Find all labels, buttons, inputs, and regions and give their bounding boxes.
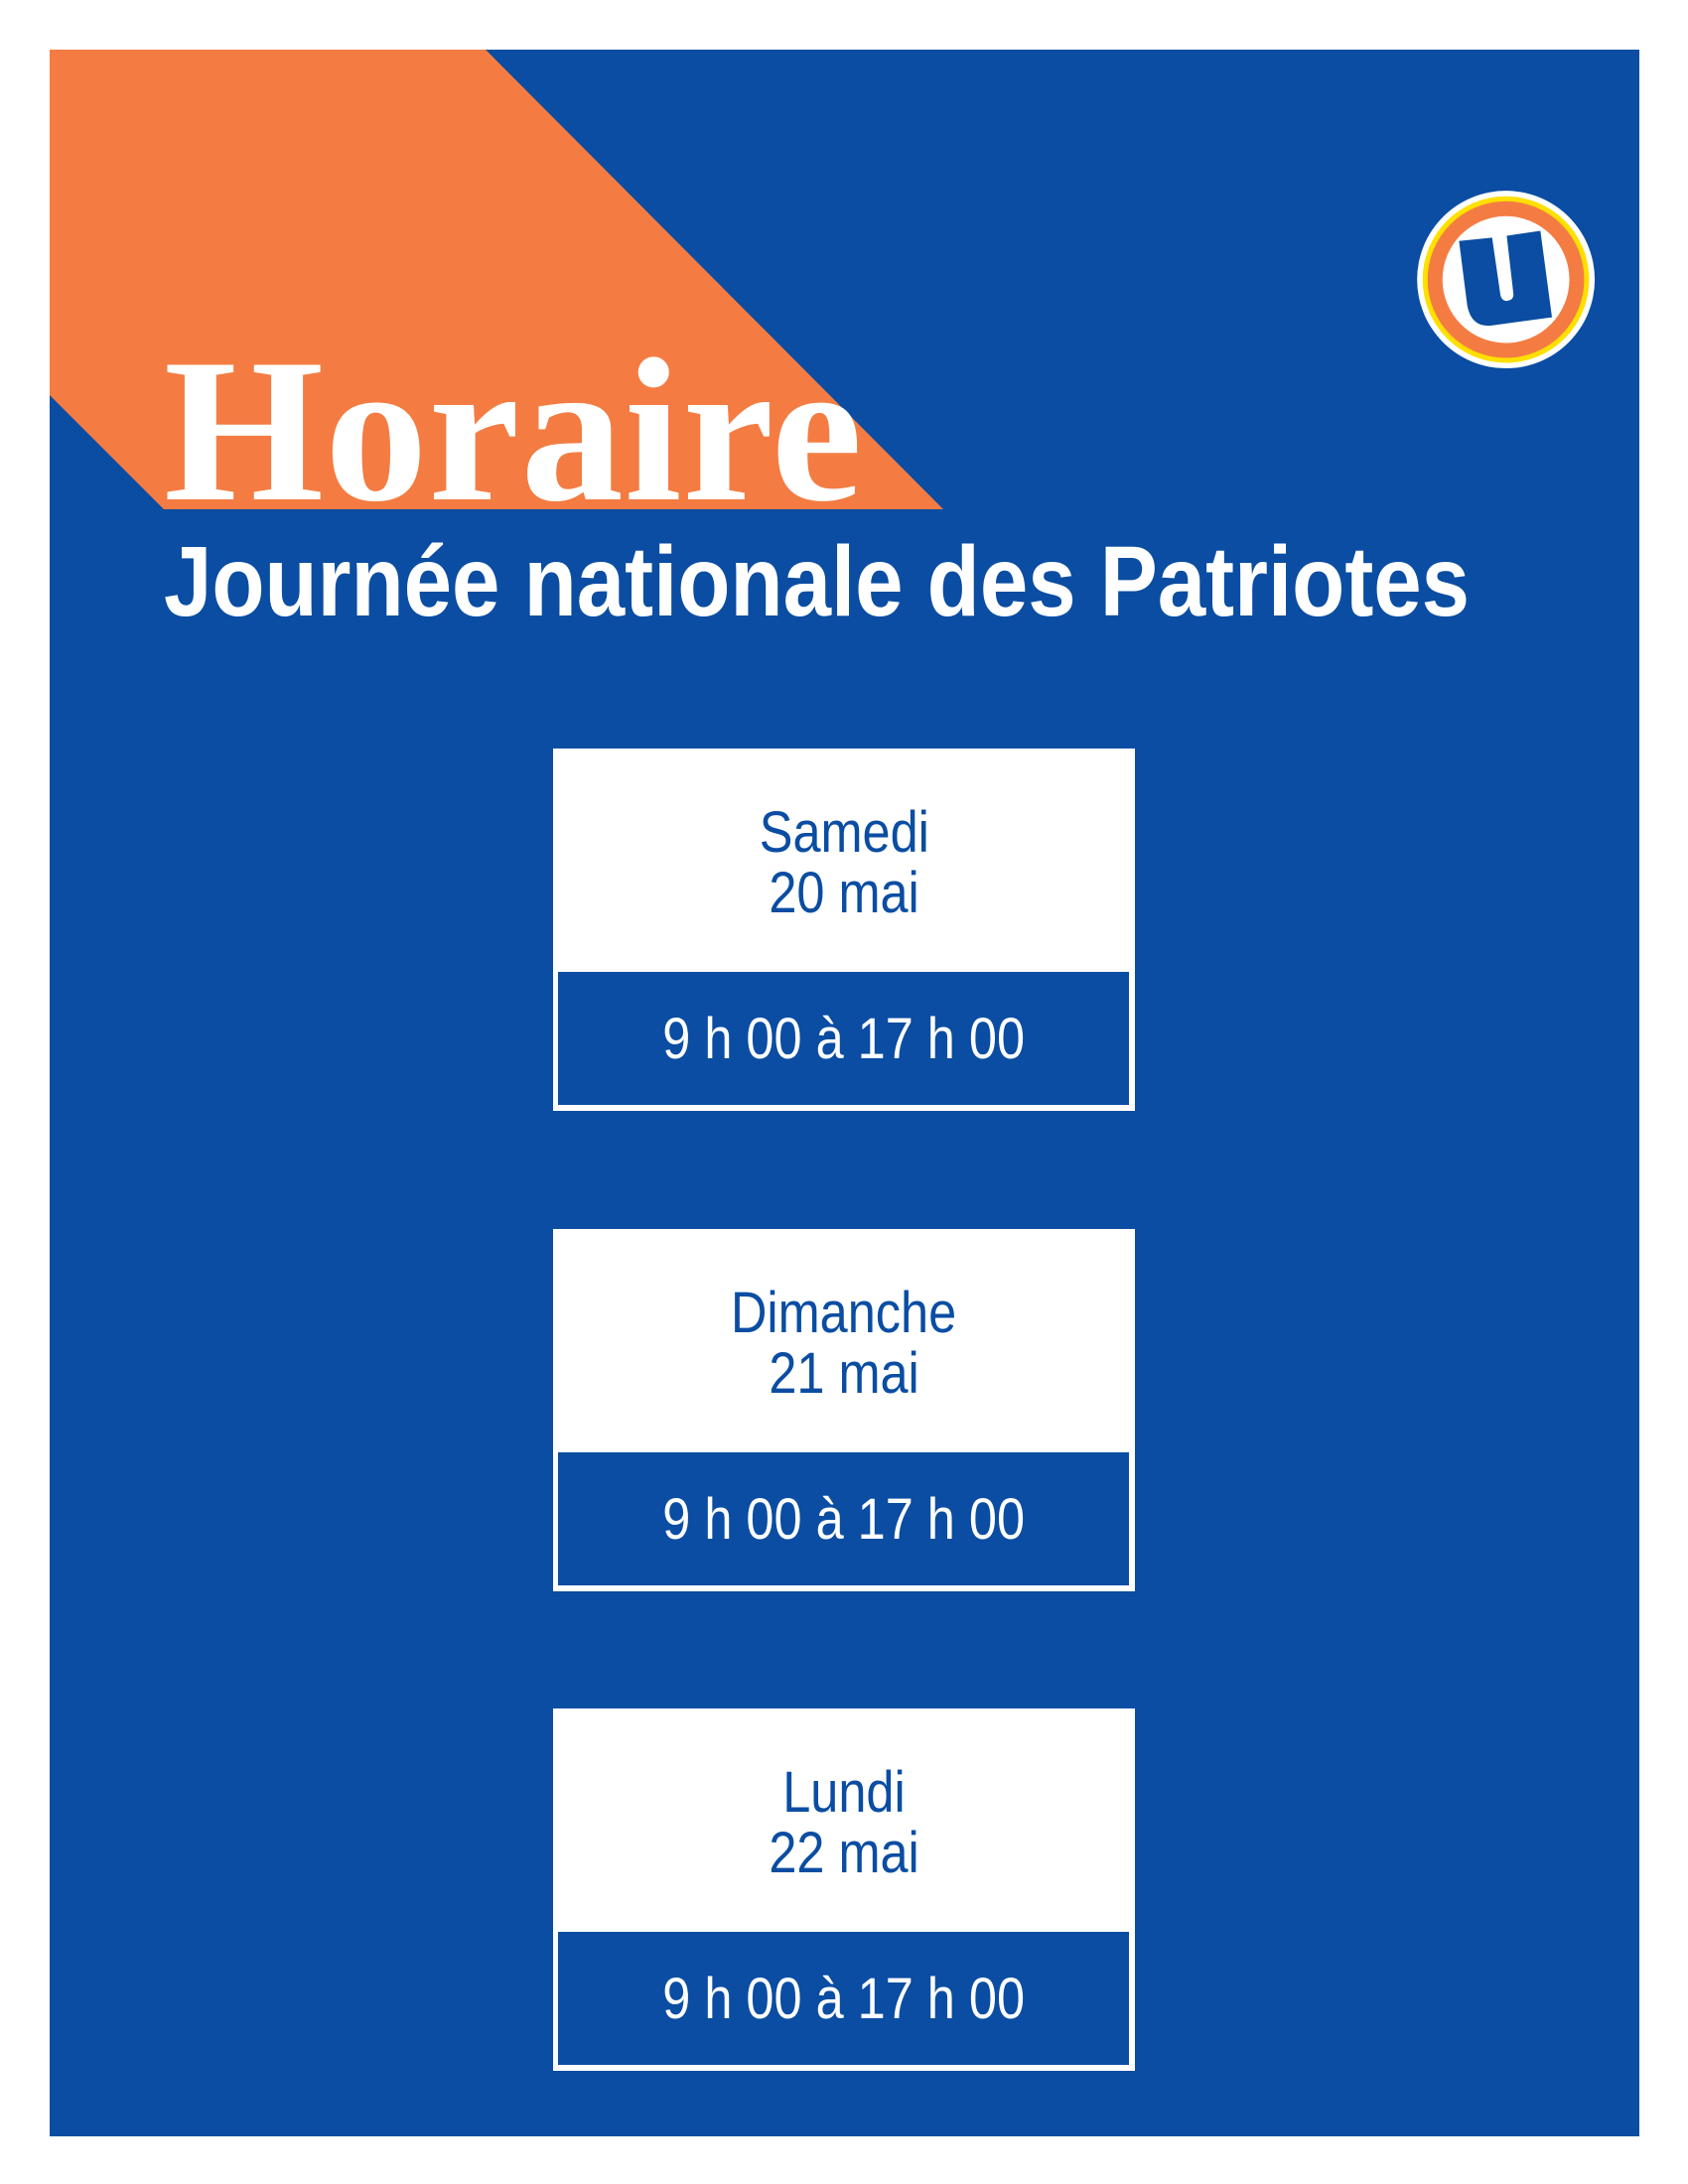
page-title: Horaire <box>164 317 864 544</box>
hours-label: 9 h 00 à 17 h 00 <box>662 1487 1025 1552</box>
poster-panel: Horaire Journée nationale des Patriotes … <box>50 50 1639 2136</box>
hours-label: 9 h 00 à 17 h 00 <box>662 1967 1025 2031</box>
date-label: 21 mai <box>769 1341 919 1406</box>
day-label: Lundi <box>782 1760 906 1825</box>
schedule-card-monday: Lundi 22 mai 9 h 00 à 17 h 00 <box>553 1708 1135 2071</box>
date-label: 20 mai <box>769 861 919 925</box>
u-brand-logo-icon <box>1417 191 1596 369</box>
hours-box: 9 h 00 à 17 h 00 <box>558 972 1129 1105</box>
orange-diagonal-stripe <box>50 50 943 509</box>
schedule-card-sunday: Dimanche 21 mai 9 h 00 à 17 h 00 <box>553 1229 1135 1591</box>
date-label: 22 mai <box>769 1821 919 1885</box>
day-label: Samedi <box>759 800 929 865</box>
page-subtitle: Journée nationale des Patriotes <box>164 526 1471 637</box>
hours-box: 9 h 00 à 17 h 00 <box>558 1932 1129 2065</box>
hours-label: 9 h 00 à 17 h 00 <box>662 1007 1025 1071</box>
hours-box: 9 h 00 à 17 h 00 <box>558 1452 1129 1585</box>
schedule-card-saturday: Samedi 20 mai 9 h 00 à 17 h 00 <box>553 749 1135 1111</box>
day-label: Dimanche <box>731 1281 957 1345</box>
